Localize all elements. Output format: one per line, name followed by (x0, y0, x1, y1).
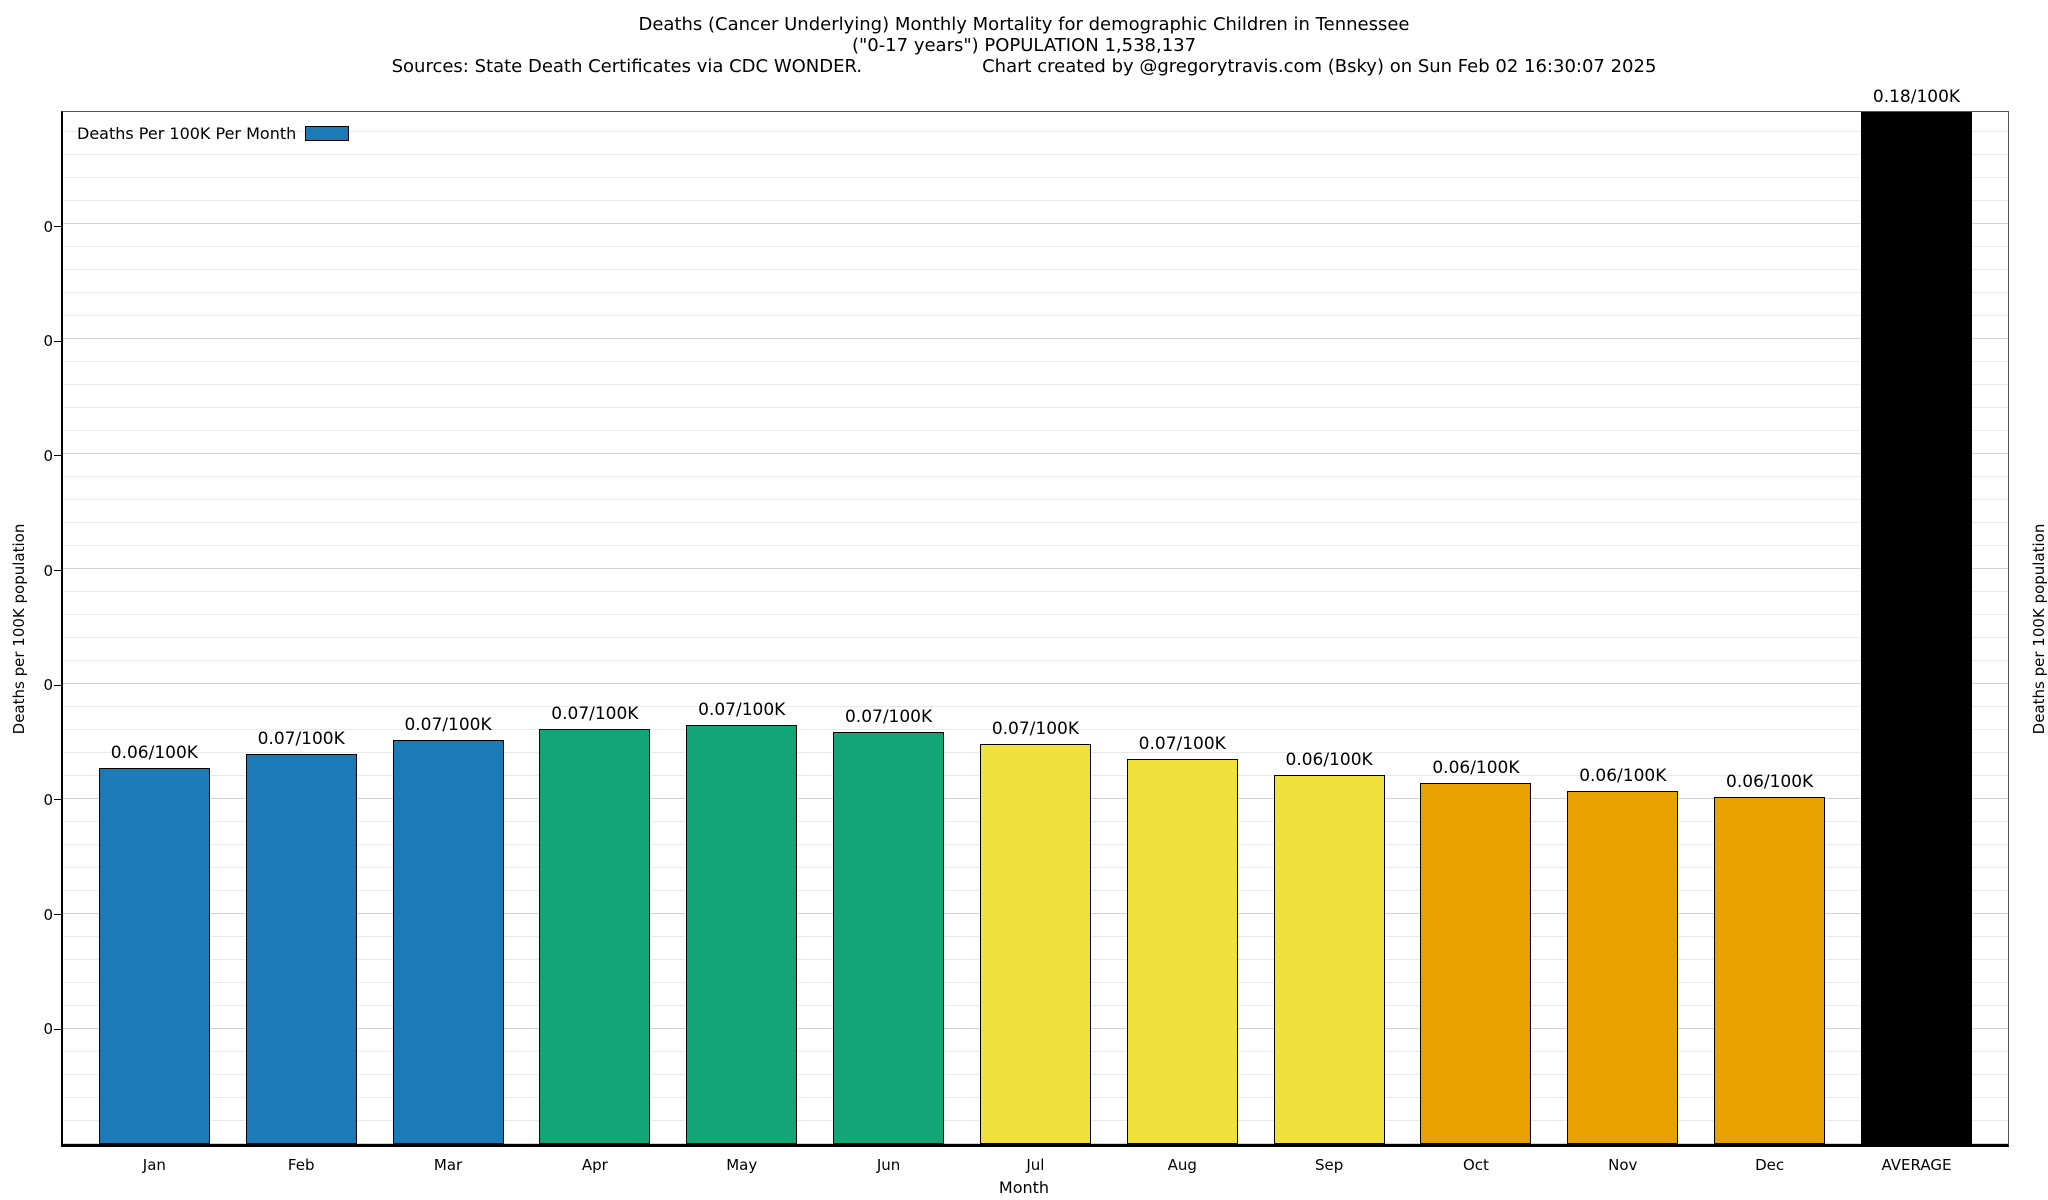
y-axis-tickmark (54, 1028, 62, 1030)
bar-value-label-jan: 0.06/100K (110, 743, 198, 764)
bar-value-label-apr: 0.07/100K (551, 704, 639, 725)
bar-aug (1126, 759, 1238, 1144)
y-axis-tickmark (54, 914, 62, 916)
bar-value-label-sep: 0.06/100K (1285, 750, 1373, 771)
bar-slot-mar: 0.07/100K Mar (392, 112, 504, 1174)
y-axis-tickmark (54, 340, 62, 342)
bar-slot-oct: 0.06/100K Oct (1420, 112, 1532, 1174)
bar-jul (979, 744, 1091, 1144)
plot-area: Deaths Per 100K Per Month 0.06/100K Jan 0.… (43, 87, 2009, 1174)
x-tick-jul: Jul (1026, 1156, 1045, 1174)
bar-slot-nov: 0.06/100K Nov (1567, 112, 1679, 1174)
bar-slot-average: 0.18/100K AVERAGE (1860, 87, 1972, 1174)
chart-subtitle-row: Sources: State Death Certificates via CD… (0, 56, 2048, 77)
chart-title-line1: Deaths (Cancer Underlying) Monthly Morta… (638, 14, 1410, 35)
bar-average (1860, 112, 1972, 1144)
legend: Deaths Per 100K Per Month (77, 124, 350, 143)
y-tick-label: 0 (43, 561, 53, 580)
y-tick-label: 0 (43, 676, 53, 695)
y-axis-tickmark (54, 455, 62, 457)
bar-apr (539, 729, 651, 1144)
legend-swatch (305, 126, 350, 141)
bar-value-label-mar: 0.07/100K (404, 715, 492, 736)
bar-slot-aug: 0.07/100K Aug (1126, 112, 1238, 1174)
x-tick-may: May (726, 1156, 758, 1174)
y-tick-label: 0 (43, 446, 53, 465)
bar-jun (833, 731, 945, 1144)
bar-value-label-nov: 0.06/100K (1579, 766, 1667, 787)
bar-feb (245, 753, 357, 1144)
x-tick-average: AVERAGE (1881, 1156, 1952, 1174)
x-tick-nov: Nov (1608, 1156, 1638, 1174)
bar-mar (392, 740, 504, 1144)
y-axis-label-left: Deaths per 100K population (10, 523, 28, 735)
bar-slot-may: 0.07/100K May (686, 112, 798, 1174)
y-axis-tickmark (54, 226, 62, 228)
bar-slot-dec: 0.06/100K Dec (1714, 112, 1826, 1174)
x-tick-jan: Jan (142, 1156, 166, 1174)
x-axis-label: Month (998, 1178, 1050, 1197)
chart-title-line2: ("0-17 years") POPULATION 1,538,137 (851, 35, 1197, 56)
bar-value-label-may: 0.07/100K (698, 700, 786, 721)
bar-dec (1714, 796, 1826, 1144)
y-tick-label: 0 (43, 217, 53, 236)
y-tick-label: 0 (43, 905, 53, 924)
chart-header: Deaths (Cancer Underlying) Monthly Morta… (0, 14, 2048, 77)
legend-label: Deaths Per 100K Per Month (77, 124, 297, 143)
bar-value-label-feb: 0.07/100K (257, 728, 345, 749)
y-axis-tickmark (54, 799, 62, 801)
bar-slot-feb: 0.07/100K Feb (245, 112, 357, 1174)
x-tick-aug: Aug (1167, 1156, 1197, 1174)
bar-value-label-oct: 0.06/100K (1432, 758, 1520, 779)
bars-container: 0.06/100K Jan 0.07/100K Feb 0.07/100K Mar 0.07… (63, 87, 2008, 1174)
y-tick-label: 0 (43, 790, 53, 809)
y-tick-label: 0 (43, 332, 53, 351)
x-tick-sep: Sep (1314, 1156, 1344, 1174)
x-tick-mar: Mar (433, 1156, 463, 1174)
y-axis-label-right: Deaths per 100K population (2030, 523, 2048, 735)
x-tick-oct: Oct (1462, 1156, 1489, 1174)
x-tick-jun: Jun (876, 1156, 901, 1174)
y-axis-tickmark (54, 684, 62, 686)
bar-slot-sep: 0.06/100K Sep (1273, 112, 1385, 1174)
bar-jan (98, 768, 210, 1144)
bar-slot-jan: 0.06/100K Jan (98, 112, 210, 1174)
bar-oct (1420, 783, 1532, 1144)
x-tick-feb: Feb (287, 1156, 315, 1174)
bar-slot-apr: 0.07/100K Apr (539, 112, 651, 1174)
chart-sources-text: Sources: State Death Certificates via CD… (391, 56, 863, 77)
chart-credit-text: Chart created by @gregorytravis.com (Bsk… (982, 56, 1657, 77)
bar-slot-jul: 0.07/100K Jul (979, 112, 1091, 1174)
x-tick-apr: Apr (581, 1156, 608, 1174)
bar-value-label-dec: 0.06/100K (1726, 771, 1814, 792)
bar-nov (1567, 791, 1679, 1144)
x-tick-dec: Dec (1755, 1156, 1785, 1174)
y-axis-tickmark (54, 570, 62, 572)
bar-value-label-jun: 0.07/100K (844, 706, 933, 727)
bar-value-label-jul: 0.07/100K (991, 719, 1079, 740)
y-tick-label: 0 (43, 1020, 53, 1039)
bar-slot-jun: 0.07/100K Jun (833, 112, 945, 1174)
bar-value-label-average: 0.18/100K (1872, 87, 1961, 107)
bar-sep (1273, 775, 1385, 1144)
bar-may (686, 725, 798, 1144)
bar-value-label-aug: 0.07/100K (1138, 734, 1226, 755)
